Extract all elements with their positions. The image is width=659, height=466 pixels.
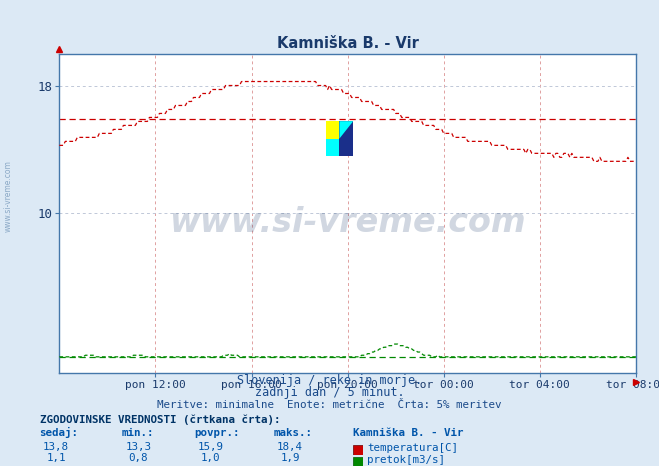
Bar: [326, 139, 339, 156]
Text: 15,9: 15,9: [198, 442, 224, 452]
Text: 18,4: 18,4: [277, 442, 303, 452]
Text: pretok[m3/s]: pretok[m3/s]: [367, 455, 445, 465]
Text: 1,0: 1,0: [201, 453, 221, 463]
Text: sedaj:: sedaj:: [40, 427, 78, 438]
Bar: [339, 121, 353, 156]
Text: Slovenija / reke in morje.: Slovenija / reke in morje.: [237, 375, 422, 387]
Text: min.:: min.:: [122, 428, 154, 438]
Text: 0,8: 0,8: [129, 453, 148, 463]
Text: Meritve: minimalne  Enote: metrične  Črta: 5% meritev: Meritve: minimalne Enote: metrične Črta:…: [158, 400, 501, 410]
Text: Kamniška B. - Vir: Kamniška B. - Vir: [353, 428, 463, 438]
Bar: [326, 121, 339, 139]
Text: 13,3: 13,3: [125, 442, 152, 452]
Text: www.si-vreme.com: www.si-vreme.com: [169, 206, 526, 239]
Polygon shape: [339, 139, 353, 156]
Text: temperatura[C]: temperatura[C]: [367, 443, 458, 453]
Title: Kamniška B. - Vir: Kamniška B. - Vir: [277, 36, 418, 51]
Polygon shape: [339, 121, 353, 139]
Text: maks.:: maks.:: [273, 428, 312, 438]
Text: povpr.:: povpr.:: [194, 428, 240, 438]
Text: www.si-vreme.com: www.si-vreme.com: [3, 160, 13, 232]
Text: zadnji dan / 5 minut.: zadnji dan / 5 minut.: [254, 386, 405, 399]
Text: 1,9: 1,9: [280, 453, 300, 463]
Text: ZGODOVINSKE VREDNOSTI (črtkana črta):: ZGODOVINSKE VREDNOSTI (črtkana črta):: [40, 415, 280, 425]
Text: 13,8: 13,8: [43, 442, 69, 452]
Text: 1,1: 1,1: [46, 453, 66, 463]
